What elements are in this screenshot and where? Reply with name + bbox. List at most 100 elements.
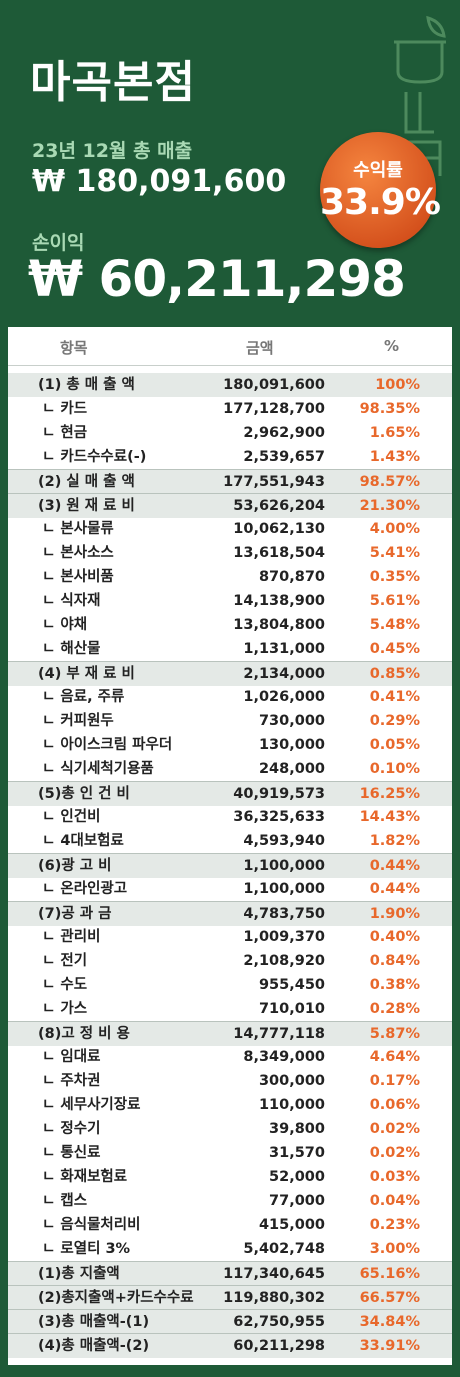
table-row: ㄴ 주차권 300,000 0.17% — [8, 1069, 452, 1093]
table-row: ㄴ 인건비 36,325,633 14.43% — [8, 805, 452, 829]
item-label: ㄴ 전기 — [42, 953, 88, 969]
percent: 100% — [375, 377, 420, 393]
badge-label: 수익률 — [353, 160, 403, 181]
table-row: ㄴ 본사물류 10,062,130 4.00% — [8, 517, 452, 541]
profit-value: ₩ 60,211,298 — [28, 250, 406, 308]
header-amount: 금액 — [246, 339, 274, 357]
table-row: ㄴ 임대료 8,349,000 4.64% — [8, 1045, 452, 1069]
percent: 65.16% — [359, 1266, 420, 1282]
percent: 0.85% — [369, 666, 420, 682]
percent: 0.38% — [369, 977, 420, 993]
table-row: (1)총 지출액 117,340,645 65.16% — [8, 1261, 452, 1286]
amount: 117,340,645 — [223, 1266, 325, 1282]
table-row: ㄴ 가스 710,010 0.28% — [8, 997, 452, 1021]
percent: 1.82% — [369, 833, 420, 849]
item-label: ㄴ 통신료 — [42, 1145, 101, 1161]
amount: 710,010 — [258, 1001, 325, 1017]
table-row: (3) 원 재 료 비 53,626,204 21.30% — [8, 493, 452, 518]
title: 마곡본점 — [30, 57, 196, 108]
item-label: ㄴ 음료, 주류 — [42, 689, 125, 705]
percent: 0.45% — [369, 641, 420, 657]
percent: 66.57% — [359, 1290, 420, 1306]
percent: 0.17% — [369, 1073, 420, 1089]
item-label: ㄴ 카드수수료(-) — [42, 449, 147, 465]
amount: 62,750,955 — [233, 1314, 325, 1330]
profit-badge: 수익률 33.9% — [320, 132, 441, 248]
table-row: ㄴ 전기 2,108,920 0.84% — [8, 949, 452, 973]
percent: 0.29% — [369, 713, 420, 729]
header-percent: % — [384, 337, 400, 355]
table-row: (4)총 매출액-(2) 60,211,298 33.91% — [8, 1333, 452, 1358]
amount: 300,000 — [258, 1073, 325, 1089]
table-row: ㄴ 온라인광고 1,100,000 0.44% — [8, 877, 452, 901]
table-row: (1) 총 매 출 액 180,091,600 100% — [8, 373, 452, 397]
percent: 3.00% — [369, 1241, 420, 1257]
item-label: (2) 실 매 출 액 — [38, 474, 135, 490]
percent: 0.41% — [369, 689, 420, 705]
amount: 870,870 — [258, 569, 325, 585]
item-label: (1)총 지출액 — [38, 1266, 120, 1282]
item-label: ㄴ 현금 — [42, 425, 88, 441]
item-label: ㄴ 식기세척기용품 — [42, 761, 154, 777]
percent: 34.84% — [359, 1314, 420, 1330]
item-label: ㄴ 야채 — [42, 617, 88, 633]
amount: 955,450 — [258, 977, 325, 993]
amount: 2,539,657 — [243, 449, 325, 465]
header-rule — [8, 365, 452, 366]
item-label: ㄴ 본사소스 — [42, 545, 114, 561]
item-label: ㄴ 해산물 — [42, 641, 101, 657]
item-label: ㄴ 정수기 — [42, 1121, 101, 1137]
table-row: ㄴ 식자재 14,138,900 5.61% — [8, 589, 452, 613]
sales-label: 23년 12월 총 매출 — [32, 140, 193, 162]
logo — [394, 15, 446, 176]
percent: 16.25% — [359, 786, 420, 802]
amount: 39,800 — [269, 1121, 325, 1137]
item-label: (3)총 매출액-(1) — [38, 1314, 150, 1330]
profit-label: 손이익 — [32, 232, 85, 254]
table-row: ㄴ 본사비품 870,870 0.35% — [8, 565, 452, 589]
item-label: (5)총 인 건 비 — [38, 786, 130, 802]
amount: 180,091,600 — [223, 377, 325, 393]
percent: 0.05% — [369, 737, 420, 753]
amount: 1,100,000 — [243, 858, 325, 874]
percent: 98.35% — [359, 401, 420, 417]
item-label: ㄴ 수도 — [42, 977, 88, 993]
table-row: (2) 실 매 출 액 177,551,943 98.57% — [8, 469, 452, 494]
item-label: ㄴ 식자재 — [42, 593, 101, 609]
percent: 0.23% — [369, 1217, 420, 1233]
amount: 14,777,118 — [233, 1026, 325, 1042]
table-row: (8)고 정 비 용 14,777,118 5.87% — [8, 1021, 452, 1046]
item-label: ㄴ 온라인광고 — [42, 881, 128, 897]
percent: 0.06% — [369, 1097, 420, 1113]
percent: 0.35% — [369, 569, 420, 585]
percent: 1.65% — [369, 425, 420, 441]
item-label: ㄴ 관리비 — [42, 929, 101, 945]
table-row: ㄴ 커피원두 730,000 0.29% — [8, 709, 452, 733]
item-label: ㄴ 인건비 — [42, 809, 101, 825]
amount: 119,880,302 — [223, 1290, 325, 1306]
table-row: ㄴ 음식물처리비 415,000 0.23% — [8, 1213, 452, 1237]
item-label: ㄴ 커피원두 — [42, 713, 114, 729]
amount: 4,593,940 — [243, 833, 325, 849]
percent: 14.43% — [359, 809, 420, 825]
amount: 1,009,370 — [243, 929, 325, 945]
table: 항목 금액 % (1) 총 매 출 액 180,091,600 100% ㄴ 카드 17… — [8, 327, 452, 1365]
item-label: ㄴ 본사비품 — [42, 569, 114, 585]
item-label: ㄴ 임대료 — [42, 1049, 101, 1065]
percent: 4.00% — [369, 521, 420, 537]
percent: 5.48% — [369, 617, 420, 633]
percent: 0.44% — [369, 858, 420, 874]
table-row: (2)총지출액+카드수수료 119,880,302 66.57% — [8, 1285, 452, 1310]
table-row: ㄴ 화재보험료 52,000 0.03% — [8, 1165, 452, 1189]
item-label: (8)고 정 비 용 — [38, 1026, 130, 1042]
table-row: (7)공 과 금 4,783,750 1.90% — [8, 901, 452, 926]
table-row: ㄴ 4대보험료 4,593,940 1.82% — [8, 829, 452, 853]
table-row: ㄴ 세무사기장료 110,000 0.06% — [8, 1093, 452, 1117]
amount: 1,131,000 — [243, 641, 325, 657]
item-label: ㄴ 가스 — [42, 1001, 88, 1017]
amount: 730,000 — [258, 713, 325, 729]
table-row: ㄴ 카드 177,128,700 98.35% — [8, 397, 452, 421]
item-label: (2)총지출액+카드수수료 — [38, 1290, 194, 1306]
amount: 60,211,298 — [233, 1338, 325, 1354]
amount: 2,108,920 — [243, 953, 325, 969]
